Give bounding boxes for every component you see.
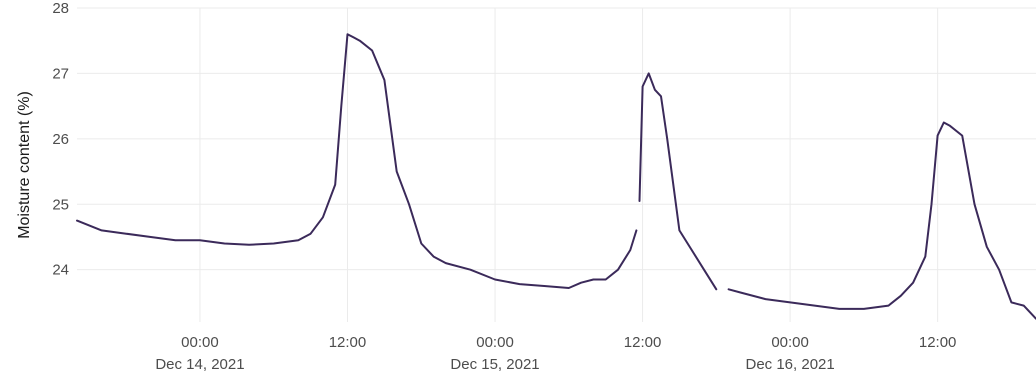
y-tick-label: 24 xyxy=(52,262,69,279)
series-layer xyxy=(76,33,1036,320)
y-tick-label: 25 xyxy=(52,196,69,213)
series-line-segment xyxy=(727,121,1036,320)
y-axis-title: Moisture content (%) xyxy=(16,91,33,239)
x-tick-date-label: Dec 16, 2021 xyxy=(745,356,834,373)
x-tick-label: 00:00 xyxy=(476,334,514,351)
x-tick-label: 00:00 xyxy=(181,334,219,351)
grid-lines xyxy=(77,7,1036,322)
y-tick-label: 27 xyxy=(52,65,69,82)
x-tick-label: 12:00 xyxy=(329,334,367,351)
x-axis: 00:00 Dec 14, 2021 12:00 00:00 Dec 15, 2021 1… xyxy=(155,334,956,373)
y-axis: 24 25 26 27 28 xyxy=(52,0,69,279)
y-tick-label: 26 xyxy=(52,131,69,148)
series-line-segment xyxy=(638,72,718,291)
x-tick-label: 00:00 xyxy=(771,334,809,351)
x-tick-date-label: Dec 14, 2021 xyxy=(155,356,244,373)
y-tick-label: 28 xyxy=(52,0,69,17)
series-line-segment xyxy=(76,33,638,289)
x-tick-label: 12:00 xyxy=(624,334,662,351)
x-tick-label: 12:00 xyxy=(919,334,957,351)
x-tick-date-label: Dec 15, 2021 xyxy=(450,356,539,373)
